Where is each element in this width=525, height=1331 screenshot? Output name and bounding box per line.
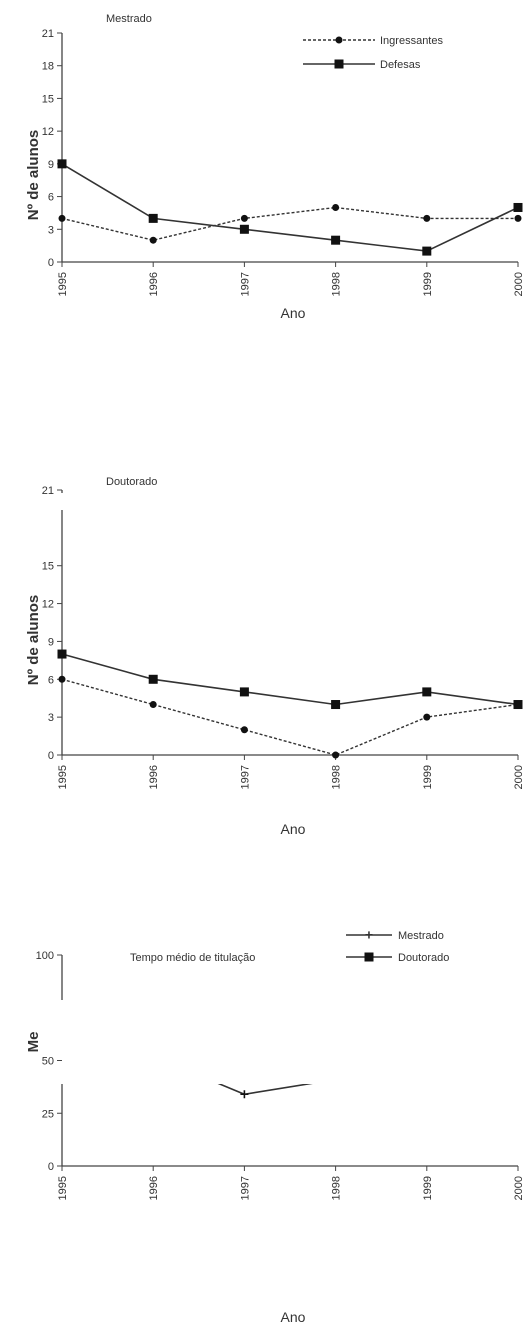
- data-point: [423, 713, 431, 721]
- legend-marker-ingressantes: [335, 36, 343, 44]
- y-axis-label: Nº de alunos: [25, 130, 42, 221]
- data-point: [422, 1052, 431, 1061]
- y-tick-label: 0: [48, 750, 54, 762]
- y-tick-label: 18: [42, 61, 54, 73]
- data-point: [332, 203, 340, 211]
- x-tick-label: 1996: [148, 1176, 160, 1200]
- x-tick-label: 1996: [148, 272, 160, 296]
- y-tick-label: 21: [42, 28, 54, 40]
- x-axis-label: Ano: [281, 305, 306, 321]
- data-point: [331, 700, 341, 710]
- legend-label-ingressantes: Ingressantes: [380, 35, 443, 47]
- data-point: [58, 214, 66, 222]
- y-tick-label: 3: [48, 712, 54, 724]
- data-point: [422, 687, 432, 697]
- data-point: [149, 701, 157, 709]
- x-tick-label: 1996: [148, 765, 160, 789]
- x-tick-label: 1997: [239, 1176, 251, 1200]
- x-tick-label: 1997: [239, 765, 251, 789]
- x-tick-label: 1999: [422, 765, 434, 789]
- x-tick-label: 1995: [57, 1176, 69, 1200]
- chart-title: Doutorado: [106, 476, 157, 488]
- y-tick-label: 3: [48, 224, 54, 236]
- y-tick-label: 15: [42, 561, 54, 573]
- y-axis-label: Me: [25, 1032, 42, 1053]
- y-tick-label: 0: [48, 257, 54, 269]
- data-point: [514, 1071, 522, 1080]
- data-point: [513, 700, 523, 710]
- legend-label-doutorado: Doutorado: [398, 952, 449, 964]
- series-line-1: [61, 163, 519, 252]
- chart-doutorado: Doutorado Nº de alunos Ano 0 3 6 9 12 15 21 199…: [25, 476, 525, 837]
- series-line-1: [61, 653, 519, 706]
- chart-title: Tempo médio de titulação: [130, 952, 255, 964]
- data-point: [148, 213, 158, 223]
- data-point: [332, 751, 340, 759]
- plot-area: [57, 159, 523, 256]
- y-tick-label: 0: [48, 1161, 54, 1173]
- x-tick-label: 1995: [57, 765, 69, 789]
- y-tick-label: 9: [48, 636, 54, 648]
- data-point: [57, 159, 67, 169]
- legend-marker-doutorado: [364, 952, 374, 962]
- x-tick-label: 1998: [331, 765, 343, 789]
- legend-label-defesas: Defesas: [380, 59, 421, 71]
- legend-marker-defesas: [334, 59, 344, 69]
- series-line-0: [61, 206, 518, 241]
- legend-label-mestrado: Mestrado: [398, 930, 444, 942]
- chart-title: Mestrado: [106, 13, 152, 25]
- data-point: [240, 1090, 249, 1099]
- x-axis-label: Ano: [281, 1309, 306, 1325]
- series-line-0: [61, 678, 519, 756]
- y-tick-label: 9: [48, 159, 54, 171]
- x-tick-label: 2000: [513, 272, 525, 296]
- data-point: [514, 214, 522, 222]
- y-tick-label: 25: [42, 1108, 54, 1120]
- x-tick-label: 1999: [422, 1176, 434, 1200]
- x-tick-label: 1998: [331, 272, 343, 296]
- data-point: [149, 236, 157, 244]
- y-tick-label: 12: [42, 599, 54, 611]
- data-point: [239, 224, 249, 234]
- y-tick-label: 6: [48, 674, 54, 686]
- data-point: [422, 246, 432, 256]
- legend-marker-mestrado: +: [365, 927, 373, 943]
- series-line-0: [152, 1055, 519, 1096]
- y-tick-label: 21: [42, 485, 54, 497]
- data-point: [240, 726, 248, 734]
- chart-tempo-medio: Tempo médio de titulação Me Ano + Mestra…: [25, 927, 525, 1326]
- chart-mestrado: Mestrado Nº de alunos Ano Ingressantes D…: [25, 13, 525, 321]
- data-point: [239, 687, 249, 697]
- data-point: [148, 674, 158, 684]
- plot-area: [149, 1052, 522, 1099]
- data-point: [58, 675, 66, 683]
- data-point: [331, 1075, 340, 1084]
- y-tick-label: 12: [42, 126, 54, 138]
- data-point: [513, 202, 523, 212]
- x-tick-label: 1995: [57, 272, 69, 296]
- data-point: [240, 214, 248, 222]
- y-tick-label: 50: [42, 1056, 54, 1068]
- y-tick-label: 6: [48, 192, 54, 204]
- data-point: [149, 1052, 158, 1061]
- x-tick-label: 1998: [331, 1176, 343, 1200]
- data-point: [331, 235, 341, 245]
- x-axis-label: Ano: [281, 821, 306, 837]
- y-axis-label: Nº de alunos: [25, 595, 42, 686]
- plot-area: [57, 649, 523, 759]
- y-tick-label: 15: [42, 93, 54, 105]
- x-tick-label: 2000: [513, 765, 525, 789]
- data-point: [423, 214, 431, 222]
- data-point: [57, 649, 67, 659]
- y-tick-label: 100: [36, 950, 54, 962]
- x-tick-label: 2000: [513, 1176, 525, 1200]
- x-tick-label: 1999: [422, 272, 434, 296]
- x-tick-label: 1997: [239, 272, 251, 296]
